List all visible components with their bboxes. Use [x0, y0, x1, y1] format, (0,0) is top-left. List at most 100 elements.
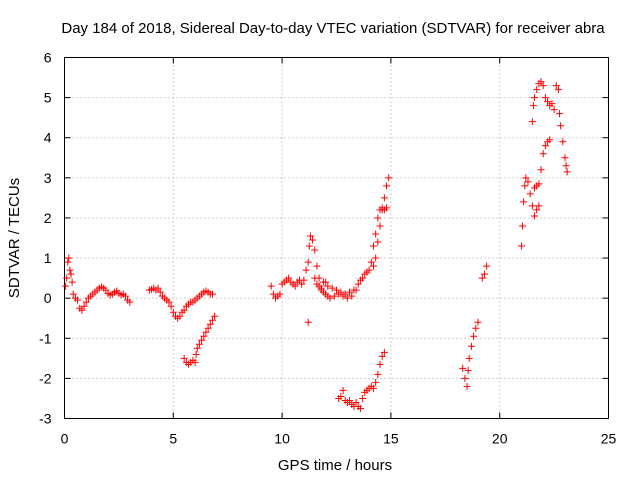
data-point: [520, 198, 528, 206]
data-point: [167, 302, 175, 310]
data-point: [472, 324, 480, 332]
data-point: [352, 398, 360, 406]
data-point: [556, 110, 564, 118]
x-tick-label: 10: [274, 431, 290, 447]
data-point: [483, 262, 491, 270]
data-point: [359, 274, 367, 282]
data-point: [554, 86, 562, 94]
data-point: [385, 174, 393, 182]
data-point: [208, 290, 216, 298]
data-point: [529, 102, 537, 110]
grid-lines: [64, 57, 609, 419]
data-point: [330, 292, 338, 300]
data-point: [383, 204, 391, 212]
data-point: [176, 312, 184, 320]
data-point: [474, 318, 482, 326]
data-point: [359, 394, 367, 402]
y-tick-label: -1: [39, 330, 52, 346]
series-arc-f: [459, 262, 491, 390]
data-point: [541, 94, 549, 102]
data-point: [337, 288, 345, 296]
data-point: [541, 142, 549, 150]
data-point: [562, 162, 570, 170]
data-point: [298, 280, 306, 288]
series-arc-h: [528, 78, 571, 176]
data-point: [369, 384, 377, 392]
data-point: [539, 82, 547, 90]
data-point: [304, 318, 312, 326]
data-point: [169, 308, 177, 316]
data-point: [464, 366, 472, 374]
data-point: [63, 274, 71, 282]
data-point: [82, 298, 90, 306]
data-point: [324, 282, 332, 290]
data-point: [165, 298, 173, 306]
data-point: [202, 328, 210, 336]
data-point: [317, 284, 325, 292]
data-point: [533, 86, 541, 94]
data-point: [326, 294, 334, 302]
data-point: [354, 280, 362, 288]
y-tick-label: 3: [44, 170, 52, 186]
x-tick-label: 0: [61, 431, 69, 447]
data-point: [343, 294, 351, 302]
data-point: [383, 182, 391, 190]
data-point: [154, 284, 162, 292]
data-point: [285, 274, 293, 282]
series-arc-e: [335, 348, 388, 412]
data-point: [337, 392, 345, 400]
data-point: [192, 350, 200, 358]
data-point: [80, 302, 88, 310]
data-point: [65, 254, 73, 262]
data-point: [74, 296, 82, 304]
data-point: [531, 212, 539, 220]
data-point: [276, 290, 284, 298]
data-point: [378, 352, 386, 360]
data-point: [522, 174, 530, 182]
data-point: [198, 336, 206, 344]
data-point: [267, 282, 275, 290]
data-point: [544, 98, 552, 106]
data-point: [521, 182, 529, 190]
y-tick-label: 1: [44, 250, 52, 266]
data-point: [559, 138, 567, 146]
data-point: [535, 180, 543, 188]
data-point: [156, 288, 164, 296]
data-point: [372, 254, 380, 262]
data-point: [524, 178, 532, 186]
data-point: [309, 236, 317, 244]
x-tick-label: 15: [383, 431, 399, 447]
data-points: [62, 78, 571, 412]
data-point: [463, 382, 471, 390]
data-point: [372, 378, 380, 386]
x-tick-label: 25: [601, 431, 617, 447]
data-point: [68, 278, 76, 286]
y-tick-label: -2: [39, 370, 52, 386]
series-arc-a: [62, 254, 134, 314]
data-point: [304, 258, 312, 266]
data-point: [211, 312, 219, 320]
data-point: [528, 202, 536, 210]
data-point: [67, 270, 75, 278]
data-point: [552, 82, 560, 90]
data-point: [78, 306, 86, 314]
data-point: [537, 78, 545, 86]
data-point: [306, 232, 314, 240]
data-point: [311, 274, 319, 282]
data-point: [531, 94, 539, 102]
data-point: [461, 374, 469, 382]
y-tick-label: 5: [44, 90, 52, 106]
data-point: [376, 222, 384, 230]
data-point: [121, 292, 129, 300]
data-point: [470, 332, 478, 340]
data-point: [374, 238, 382, 246]
data-point: [548, 100, 556, 108]
data-point: [517, 242, 525, 250]
data-point: [313, 262, 321, 270]
data-point: [376, 360, 384, 368]
data-point: [204, 324, 212, 332]
data-point: [322, 278, 330, 286]
data-point: [180, 306, 188, 314]
plot-frame: [64, 57, 609, 419]
data-point: [341, 290, 349, 298]
